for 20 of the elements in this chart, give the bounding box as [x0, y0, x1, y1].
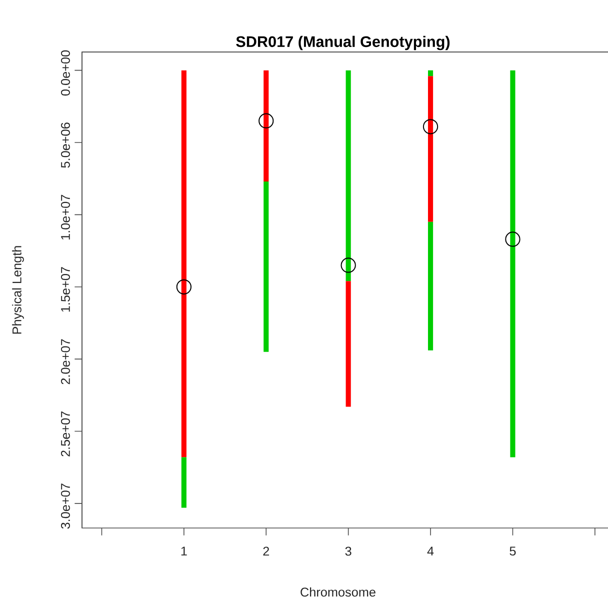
y-tick-label: 2.5e+07 [60, 411, 70, 456]
chart-title: SDR017 (Manual Genotyping) [236, 36, 450, 50]
point [176, 279, 192, 294]
y-tick-label: 0.0e+00 [60, 50, 70, 96]
x-axis-title: Chromosome [300, 587, 376, 597]
x-tick-label: 5 [510, 546, 516, 556]
point [422, 119, 438, 134]
y-axis-title: Physical Length [12, 246, 24, 334]
y-tick-label: 2.0e+07 [60, 339, 70, 384]
y-tick-label: 1.5e+07 [60, 267, 70, 312]
x-tick-label: 3 [345, 546, 352, 556]
x-tick-label: 4 [427, 546, 434, 556]
point [505, 232, 520, 247]
y-tick-label: 1.0e+07 [60, 194, 70, 240]
y-tick-label: 3.0e+07 [60, 484, 70, 529]
x-tick-label: 1 [181, 546, 187, 556]
point [258, 113, 274, 128]
y-tick-label: 5.0e+06 [60, 122, 70, 168]
x-tick-label: 2 [263, 546, 270, 556]
point [340, 258, 356, 273]
